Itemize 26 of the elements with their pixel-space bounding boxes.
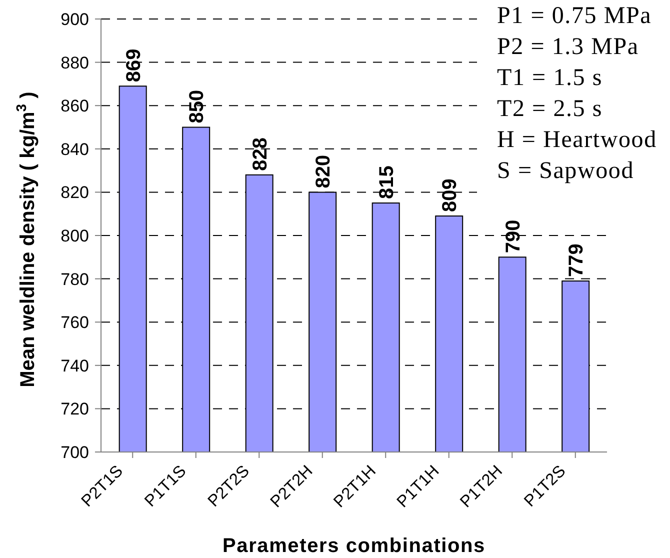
y-tick-label: 800 (60, 226, 89, 246)
data-label: 820 (312, 154, 335, 188)
data-label: 869 (122, 48, 145, 82)
data-label: 828 (249, 138, 272, 171)
y-tick-label: 860 (60, 96, 89, 116)
data-label: 779 (566, 244, 588, 277)
data-label: 815 (376, 166, 398, 200)
y-tick-label: 820 (60, 183, 89, 202)
annotation: T1 = 1.5 s (496, 64, 604, 93)
y-tick-label: 700 (60, 443, 89, 462)
y-tick-label: 720 (60, 400, 89, 419)
annotation: S = Sapwood (496, 157, 636, 186)
annotation: P1 = 0.75 MPa (496, 2, 653, 31)
y-tick-label: 780 (60, 270, 89, 289)
data-label: 850 (186, 90, 208, 124)
annotation: P2 = 1.3 MPa (496, 33, 640, 62)
y-tick-label: 740 (60, 356, 89, 376)
x-axis-title: Parameters combinations (222, 535, 486, 557)
y-tick-label: 900 (60, 10, 89, 30)
annotation: H = Heartwood (496, 126, 657, 155)
data-label: 790 (502, 220, 524, 254)
y-tick-label: 880 (60, 53, 89, 72)
y-tick-label: 760 (60, 313, 89, 332)
y-tick-label: 840 (60, 140, 89, 159)
data-label: 809 (439, 178, 462, 212)
annotation: T2 = 2.5 s (496, 95, 604, 124)
